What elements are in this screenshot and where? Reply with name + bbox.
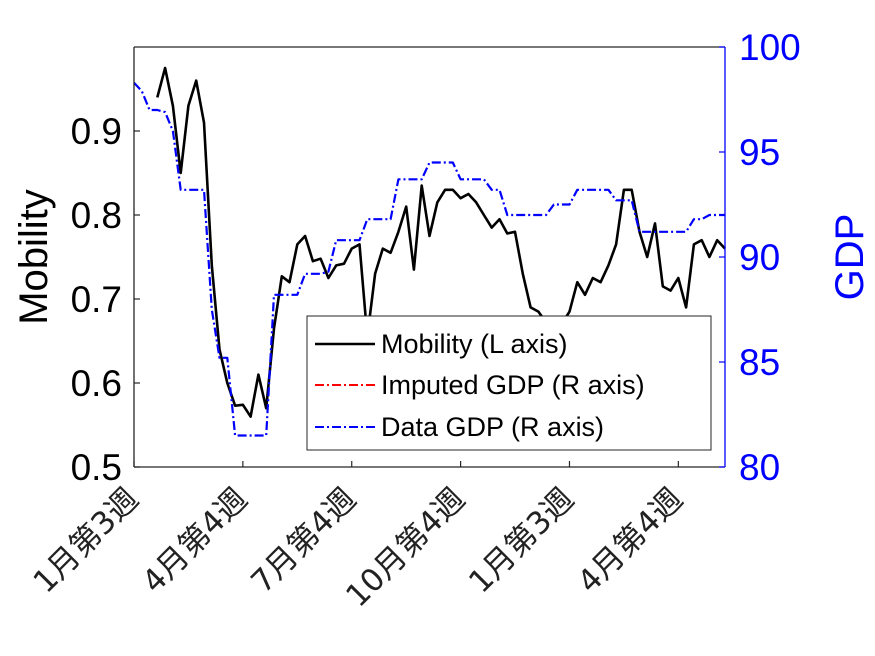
legend-label-imputed-gdp: Imputed GDP (R axis) <box>381 370 645 400</box>
left-axis-title: Mobility <box>12 189 56 325</box>
left-tick-label: 0.5 <box>71 447 122 488</box>
right-tick-label: 95 <box>739 132 780 173</box>
legend: Mobility (L axis) Imputed GDP (R axis) D… <box>306 315 712 451</box>
series-line-mobility <box>156 66 726 418</box>
right-tick-label: 90 <box>739 237 780 278</box>
legend-label-mobility: Mobility (L axis) <box>381 329 568 359</box>
right-axis-ticks: 80 85 90 95 100 <box>719 27 801 488</box>
left-tick-label: 0.6 <box>71 363 122 404</box>
right-tick-label: 80 <box>739 447 780 488</box>
legend-label-data-gdp: Data GDP (R axis) <box>381 412 604 442</box>
series-line-data-gdp <box>133 81 725 437</box>
left-tick-label: 0.9 <box>71 111 122 152</box>
right-tick-label: 100 <box>739 27 801 68</box>
right-tick-label: 85 <box>739 342 780 383</box>
series-layer <box>133 66 726 437</box>
left-axis-ticks: 0.5 0.6 0.7 0.8 0.9 <box>71 111 140 488</box>
left-tick-label: 0.8 <box>71 195 122 236</box>
left-tick-label: 0.7 <box>71 279 122 320</box>
right-axis-title: GDP <box>828 214 872 301</box>
